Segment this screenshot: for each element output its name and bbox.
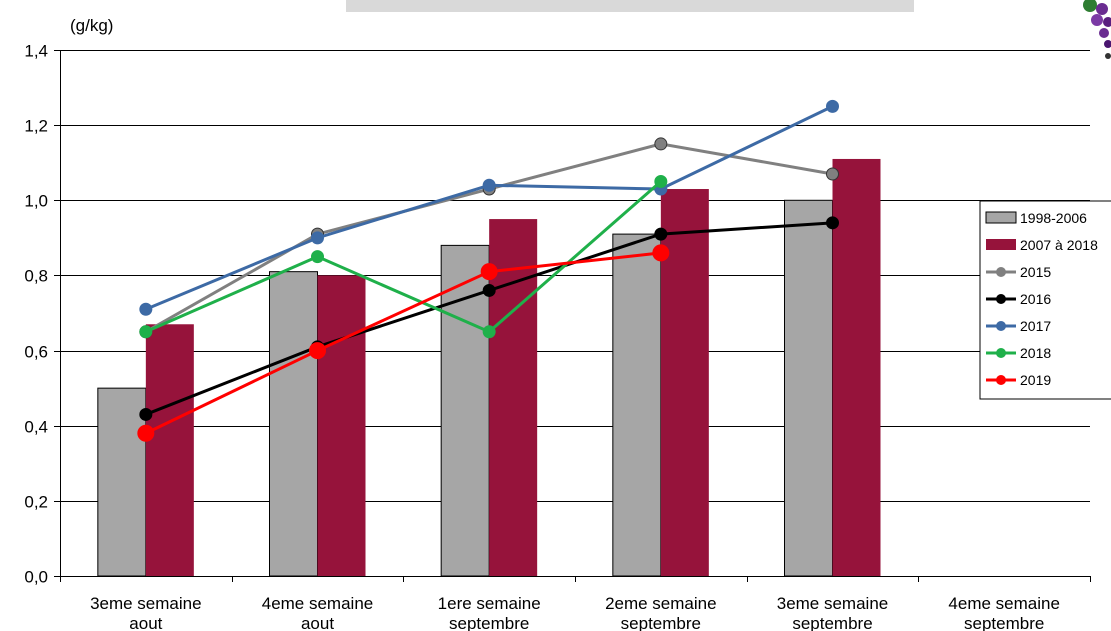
x-tick-label: septembre (792, 614, 872, 631)
x-tick-label: 3eme semaine (90, 594, 202, 613)
y-axis-unit-label: (g/kg) (70, 16, 113, 35)
series-line (145, 180, 662, 334)
x-tick-label: 4eme semaine (948, 594, 1060, 613)
legend-marker (996, 348, 1006, 358)
legend-swatch (985, 211, 1017, 224)
legend-swatch (986, 239, 1016, 250)
bar (440, 244, 490, 577)
data-point (652, 244, 670, 262)
series-line (145, 251, 661, 435)
y-tick-label: 0,2 (24, 493, 48, 512)
data-point (139, 325, 153, 339)
bar (660, 189, 709, 576)
legend-label: 2007 à 2018 (1020, 237, 1098, 253)
grape-logo-icon (1083, 0, 1111, 59)
legend-label: 2019 (1020, 372, 1051, 388)
data-point (480, 263, 498, 281)
y-tick-label: 0,4 (24, 418, 48, 437)
x-tick-label: aout (301, 614, 334, 631)
legend-label: 1998-2006 (1020, 210, 1087, 226)
x-tick-label: 1ere semaine (438, 594, 541, 613)
data-point (826, 99, 839, 113)
bar (269, 271, 318, 577)
data-point (654, 137, 668, 151)
data-point (482, 178, 496, 192)
x-tick-label: septembre (964, 614, 1044, 631)
y-tick-label: 1,2 (24, 117, 48, 136)
bar (612, 233, 662, 577)
bar (145, 324, 194, 576)
data-point (311, 231, 324, 245)
legend-marker (996, 267, 1006, 277)
data-point (654, 175, 668, 188)
legend-label: 2016 (1020, 291, 1051, 307)
y-tick-label: 1,0 (24, 192, 48, 211)
data-point (309, 342, 326, 360)
y-tick-label: 0,0 (24, 568, 48, 587)
x-tick-label: septembre (621, 614, 701, 631)
legend: 1998-2006 2007 à 2018 2015 2016 2017 2018 2019 (979, 200, 1111, 400)
y-tick-label: 1,4 (24, 42, 48, 61)
header-banner (346, 0, 914, 12)
data-point (139, 302, 153, 316)
legend-label: 2018 (1020, 345, 1051, 361)
legend-marker (996, 375, 1006, 385)
x-tick-label: 4eme semaine (262, 594, 374, 613)
legend-marker (996, 321, 1006, 331)
data-point (137, 424, 155, 442)
bar (784, 199, 833, 577)
x-tick-label: septembre (449, 614, 529, 631)
legend-label: 2015 (1020, 264, 1051, 280)
x-tick-label: 3eme semaine (777, 594, 889, 613)
x-tick-label: aout (129, 614, 162, 631)
data-point (482, 283, 496, 297)
data-point (482, 325, 496, 339)
x-tick-label: 2eme semaine (605, 594, 717, 613)
bar (832, 158, 881, 576)
bar (317, 275, 366, 576)
y-tick-label: 0,6 (24, 343, 48, 362)
data-point (826, 167, 839, 181)
legend-marker (996, 294, 1006, 304)
data-point (826, 216, 839, 230)
legend-label: 2017 (1020, 318, 1051, 334)
bar (97, 387, 147, 577)
data-point (311, 250, 324, 264)
data-point (139, 407, 153, 421)
data-point (654, 227, 668, 241)
y-tick-label: 0,8 (24, 267, 48, 286)
